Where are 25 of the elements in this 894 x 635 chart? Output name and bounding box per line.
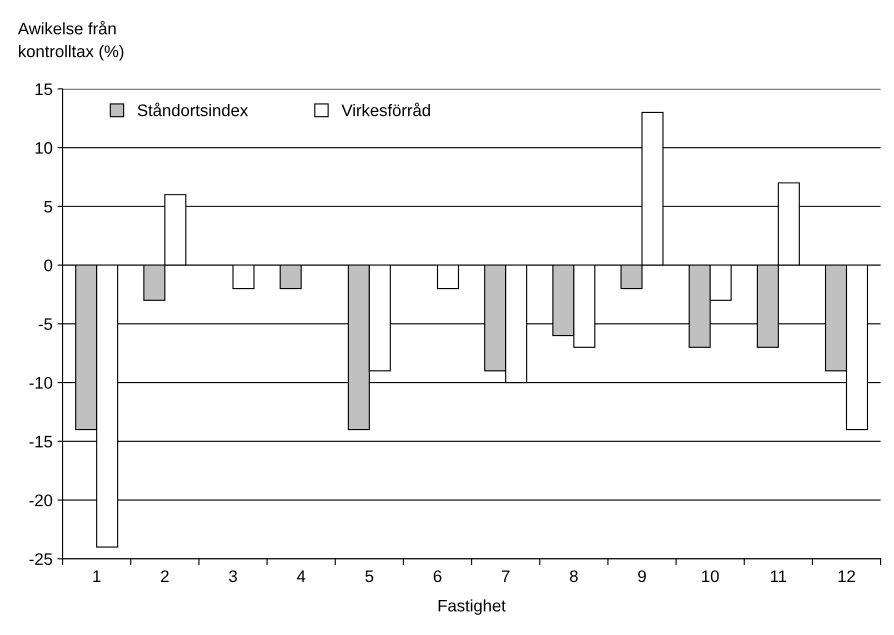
x-axis-title: Fastighet: [438, 599, 506, 615]
y-tick-label: -15: [30, 436, 52, 448]
x-tick-label: 3: [229, 570, 237, 582]
x-tick-label: 7: [502, 570, 510, 582]
x-tick-label: 10: [702, 570, 719, 582]
x-tick-label: 8: [570, 570, 578, 582]
x-tick-label: 4: [296, 570, 306, 582]
y-tick-label: 5: [44, 200, 52, 213]
x-tick-label: 2: [161, 570, 169, 582]
y-tick-label: 15: [36, 83, 52, 96]
legend-label: Virkesförråd: [342, 102, 430, 116]
y-tick-label: 0: [44, 260, 52, 272]
legend-label: Ståndortsindex: [138, 102, 248, 116]
y-tick-label: 10: [36, 142, 52, 154]
x-tick-label: 5: [365, 570, 374, 582]
x-tick-label: 6: [434, 570, 442, 582]
y-tick-label: -20: [30, 494, 52, 506]
y-tick-label: -25: [30, 553, 52, 566]
x-tick-label: 1: [93, 570, 100, 582]
x-tick-label: 11: [770, 570, 786, 582]
x-tick-label: 12: [838, 570, 855, 582]
y-axis-title: Awikelse från kontrolltax (%): [18, 20, 124, 61]
y-tick-label: -5: [38, 318, 52, 330]
y-tick-label: -10: [30, 376, 52, 389]
x-tick-label: 9: [638, 570, 646, 582]
